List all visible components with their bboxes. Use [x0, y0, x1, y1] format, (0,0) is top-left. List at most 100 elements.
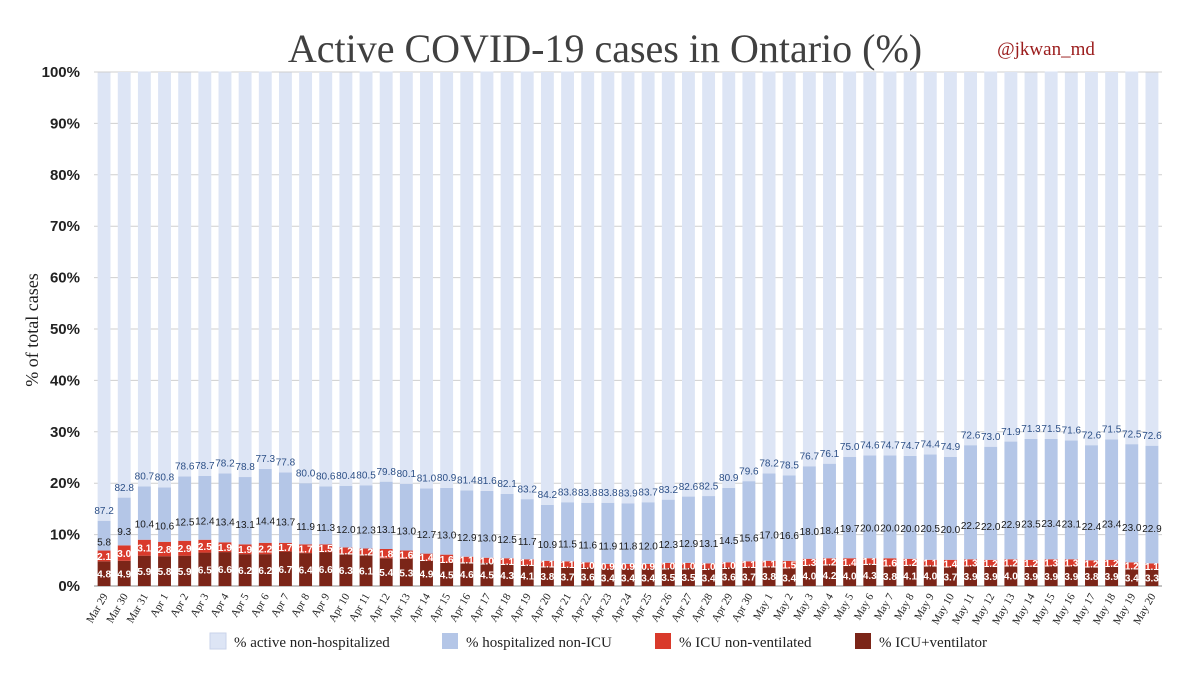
data-label: 4.0: [802, 572, 816, 583]
bar-segment: [299, 553, 313, 586]
bar-segment: [561, 561, 574, 567]
data-label: 13.1: [699, 539, 719, 550]
bar-segment: [359, 71, 373, 486]
data-label: 1.4: [843, 558, 857, 569]
bar-segment: [218, 542, 232, 553]
data-label: 12.5: [497, 535, 517, 546]
data-label: 74.7: [900, 441, 920, 452]
data-label: 75.0: [840, 442, 860, 453]
data-label: 1.2: [1085, 559, 1099, 570]
bar-segment: [117, 72, 131, 498]
x-tick-label: Apr 2: [168, 592, 191, 620]
data-label: 72.6: [1082, 430, 1102, 441]
bar-segment: [1064, 559, 1078, 566]
bar-segment: [440, 487, 454, 555]
bar-segment: [823, 558, 836, 565]
bar-segment: [1024, 565, 1038, 586]
data-label: 4.6: [460, 570, 474, 581]
bar-segment: [158, 487, 171, 542]
x-tick-label: Apr 7: [269, 591, 292, 619]
data-label: 5.8: [97, 538, 111, 549]
data-label: 81.4: [457, 476, 477, 487]
data-label: 13.4: [215, 518, 235, 529]
bar-segment: [984, 559, 998, 566]
bar-segment: [238, 554, 252, 586]
y-tick-label: 80%: [50, 167, 80, 184]
data-label: 78.2: [759, 459, 779, 470]
data-label: 6.6: [218, 565, 232, 576]
data-label: 3.6: [581, 573, 595, 584]
data-label: 2.5: [198, 542, 212, 553]
data-label: 3.6: [722, 573, 736, 584]
bar-segment: [702, 563, 716, 569]
bar-segment: [601, 502, 615, 564]
bar-segment: [1004, 441, 1018, 560]
bar-segment: [883, 71, 897, 456]
bar-segment: [1145, 569, 1159, 586]
bar-segment: [137, 486, 151, 540]
y-tick-label: 10%: [50, 527, 80, 544]
data-label: 74.6: [860, 441, 880, 452]
data-label: 20.0: [900, 524, 920, 535]
y-axis-label: % of total cases: [22, 273, 42, 386]
y-tick-label: 70%: [50, 218, 80, 235]
bar-segment: [480, 562, 494, 586]
data-label: 79.8: [376, 467, 396, 478]
data-label: 80.1: [397, 469, 417, 480]
bar-segment: [137, 555, 151, 586]
data-label: 3.7: [742, 572, 756, 583]
data-label: 12.3: [659, 540, 679, 551]
bar-segment: [722, 487, 736, 563]
bar-segment: [319, 552, 333, 586]
bar-segment: [500, 563, 514, 586]
data-labels: 4.8 2.1 5.8 87.2 4.9 3.0 9.3 82.8 5.9 3.1 10.4 80.7…: [94, 424, 1162, 584]
bar-segment: [1125, 562, 1139, 569]
data-label: 1.6: [883, 558, 897, 569]
bar-segment: [1085, 445, 1098, 561]
data-label: 3.5: [661, 573, 675, 584]
data-label: 12.7: [417, 530, 437, 541]
data-label: 4.3: [863, 571, 877, 582]
data-label: 9.3: [117, 527, 131, 538]
bar-segment: [923, 559, 937, 566]
data-label: 76.7: [800, 451, 820, 462]
data-label: 83.8: [558, 487, 578, 498]
data-label: 80.9: [437, 473, 457, 484]
bar-segment: [883, 558, 897, 567]
bar-segment: [379, 71, 393, 482]
bar-segment: [682, 496, 695, 563]
data-label: 87.2: [94, 506, 114, 517]
y-tick-label: 90%: [50, 115, 80, 132]
bar-segment: [319, 544, 333, 553]
bar-segment: [238, 72, 252, 478]
data-label: 76.1: [820, 449, 840, 460]
data-label: 1.9: [218, 543, 232, 554]
data-label: 1.3: [1044, 559, 1058, 570]
data-label: 3.9: [1044, 572, 1058, 583]
y-tick-label: 20%: [50, 475, 80, 492]
data-label: 2.1: [97, 552, 111, 563]
bar-segment: [1145, 72, 1159, 446]
data-label: 1.3: [964, 559, 978, 570]
data-label: 1.3: [802, 558, 816, 569]
bar-segment: [1004, 559, 1018, 566]
chart-credit: @jkwan_md: [997, 39, 1095, 60]
data-label: 22.4: [1082, 522, 1102, 533]
bar-segment: [863, 558, 877, 564]
data-label: 83.2: [659, 485, 679, 496]
bar-segment: [420, 488, 433, 554]
bar-segment: [420, 72, 433, 489]
data-label: 2.9: [178, 544, 192, 555]
data-label: 2.8: [158, 545, 172, 556]
data-label: 1.5: [782, 561, 796, 572]
data-label: 4.5: [480, 570, 494, 581]
bar-segment: [923, 72, 937, 455]
data-label: 12.0: [336, 525, 356, 536]
data-label: 1.1: [500, 557, 514, 568]
bar-segment: [1044, 71, 1058, 439]
data-label: 3.4: [601, 573, 615, 584]
data-label: 20.0: [880, 523, 900, 534]
bar-segment: [1085, 72, 1098, 446]
bar-segment: [621, 563, 635, 569]
